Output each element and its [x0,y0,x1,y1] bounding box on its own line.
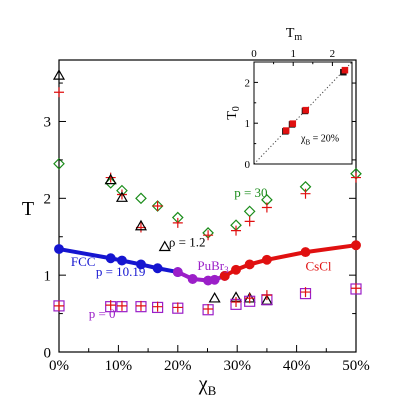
inset-data-marks [282,66,349,135]
inset-data-point [289,120,297,127]
main-annotation: p = 0 [89,306,116,321]
inset-y-tick-label: 0 [245,159,251,171]
main-data-point [244,293,255,304]
main-x-tick-label: 50% [342,358,370,374]
main-data-point [300,247,311,258]
main-annotation: PuBr3 [197,258,229,275]
inset-x-axis-label-text: T [286,26,295,41]
main-data-point [351,283,361,294]
inset-y-axis-label: T0 [225,106,242,120]
main-data-point [115,191,128,202]
main-data-point [172,302,183,313]
main-x-axis-label-sub: B [208,383,217,398]
main-data-point [300,287,311,298]
inset-data-point [282,127,290,134]
inset-data-point [302,106,309,114]
main-annotation: p = 30 [234,185,267,200]
main-data-point [203,230,214,241]
inset-annotation: χB = 20% [300,134,339,147]
main-data-point [152,263,163,274]
main-data-point [261,290,272,301]
inset-data-point [341,66,349,74]
main-data-point [52,69,66,80]
inset-x-tick-label: 2 [330,48,336,60]
main-chart: 0% 10% 20% 30% 40% 50% 0 1 2 3 p = 30 ρ = 1.2 PuBr3… [22,59,370,398]
main-y-tick-label: 3 [44,115,52,131]
inset-y-tick-label: 2 [245,77,251,89]
main-data-point [261,254,272,265]
main-x-tick-label: 20% [164,358,192,374]
inset-plot-frame [253,61,353,165]
main-annotation: ρ = 1.2 [169,235,206,250]
inset-axis-ticks: 0 1 2 0 1 2 [245,48,336,171]
main-data-point [54,244,64,254]
main-data-point [208,292,221,303]
main-data-marks [52,69,362,316]
main-annotation: CsCl [306,259,332,274]
main-data-point [243,205,256,218]
main-data-point [116,189,127,200]
main-data-point [244,216,255,227]
main-data-point [261,202,272,213]
inset-x-tick-label: 0 [251,48,257,60]
main-data-point [158,240,171,252]
main-data-point [105,253,116,264]
main-annotation: p = 10.19 [96,264,146,279]
main-data-point [134,219,148,231]
main-data-point [351,240,361,251]
main-data-point [351,172,361,183]
main-y-tick-label: 1 [44,268,52,284]
main-data-point [231,297,242,308]
main-data-point [117,255,127,266]
main-data-point [152,301,163,312]
main-data-point [209,274,220,285]
main-data-point [231,264,241,275]
main-data-point [135,192,147,205]
main-data-point [187,274,198,284]
main-data-point [54,300,64,311]
main-data-point [104,173,117,185]
main-series-line [222,243,358,278]
main-x-axis-label-text: χ [198,373,208,395]
main-data-point [116,300,127,311]
main-x-tick-label: 0% [49,358,69,374]
main-x-tick-label: 40% [283,358,311,374]
main-x-tick-label: 10% [105,358,133,374]
main-y-tick-label: 0 [44,345,52,361]
main-data-point [244,259,255,270]
main-data-point [53,157,65,170]
inset-y-axis-label-text: T [225,111,240,120]
main-data-point [231,225,242,236]
inset-x-axis-label-sub: m [294,32,302,43]
main-data-point [300,188,311,199]
main-annotation: FCC [71,254,96,269]
main-x-tick-label: 30% [223,358,251,374]
main-data-point [172,217,183,228]
main-x-axis-label: χB [198,373,217,398]
main-data-point [135,300,146,311]
main-y-axis-label: T [22,198,34,220]
inset-y-tick-label: 1 [245,118,251,130]
main-data-point [203,303,214,314]
inset-y-axis-label-sub: 0 [231,106,242,111]
inset-x-tick-label: 1 [290,48,296,60]
main-data-point [219,270,230,281]
main-data-point [172,267,183,278]
inset-annotations: χB = 20% [300,134,339,147]
main-data-point [105,300,116,311]
main-data-point [152,201,163,211]
inset-x-axis-label: Tm [286,26,303,43]
main-axis-ticks: 0% 10% 20% 30% 40% 50% 0 1 2 3 [44,82,370,374]
main-data-point [136,259,146,270]
main-data-point [54,87,64,98]
main-y-tick-label: 2 [44,192,52,208]
